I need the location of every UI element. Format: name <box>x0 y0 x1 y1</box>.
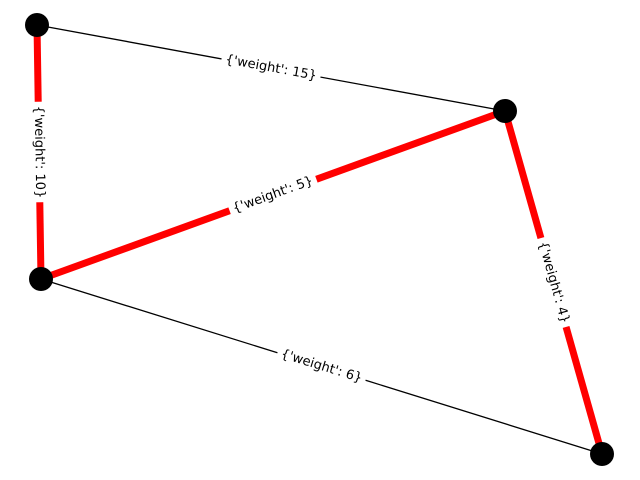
edge-label: {'weight': 15} <box>224 52 318 83</box>
graph-node-n0 <box>25 13 49 37</box>
edge-label-group: {'weight': 15} <box>220 50 322 86</box>
graph-node-n3 <box>590 442 614 466</box>
edge-label: {'weight': 6} <box>279 347 364 386</box>
graph-node-n1 <box>493 99 517 123</box>
edge-label-background <box>29 101 49 203</box>
edges-layer <box>33 24 606 455</box>
edge-label: {'weight': 5} <box>231 174 315 217</box>
edge-label: {'weight': 10} <box>31 106 47 199</box>
edge-label-group: {'weight': 6} <box>274 344 369 389</box>
edge-label-background <box>274 344 369 389</box>
edge-label-group: {'weight': 4} <box>532 235 575 330</box>
edge-label-background <box>226 171 320 219</box>
edge-labels-layer: {'weight': 15} {'weight': 10} {'weight': 5… <box>29 50 575 389</box>
graph-node-n2 <box>29 267 53 291</box>
edge-label-group: {'weight': 5} <box>226 171 320 219</box>
edge-label-background <box>532 235 575 330</box>
edge-label-background <box>220 50 322 86</box>
nodes-layer <box>25 13 614 466</box>
edge-label-group: {'weight': 10} <box>29 101 49 203</box>
